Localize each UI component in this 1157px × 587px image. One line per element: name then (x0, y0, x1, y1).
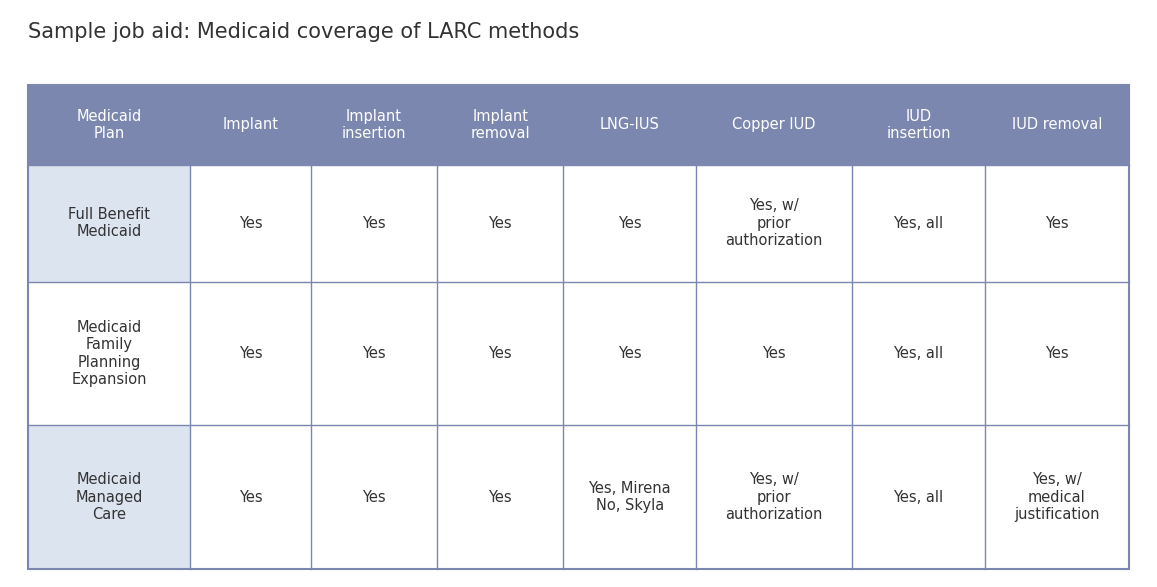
Text: Yes: Yes (238, 216, 263, 231)
Bar (28, 165, 191, 282)
Bar (28, 85, 191, 165)
Bar (853, 282, 985, 426)
Text: Yes: Yes (488, 490, 513, 505)
Text: Yes, all: Yes, all (893, 490, 943, 505)
Bar (853, 426, 985, 569)
Bar (563, 282, 695, 426)
Text: Copper IUD: Copper IUD (732, 117, 816, 133)
Text: Yes: Yes (762, 346, 786, 361)
Text: Full Benefit
Medicaid: Full Benefit Medicaid (68, 207, 150, 239)
Text: Sample job aid: Medicaid coverage of LARC methods: Sample job aid: Medicaid coverage of LAR… (28, 22, 580, 42)
Text: IUD
insertion: IUD insertion (886, 109, 951, 141)
Text: Yes: Yes (618, 216, 641, 231)
Bar (695, 282, 853, 426)
Bar (563, 85, 695, 165)
Bar (437, 165, 563, 282)
Text: Yes, Mirena
No, Skyla: Yes, Mirena No, Skyla (588, 481, 671, 514)
Text: Yes, all: Yes, all (893, 346, 943, 361)
Text: Yes: Yes (362, 346, 385, 361)
Text: Yes, w/
medical
justification: Yes, w/ medical justification (1014, 473, 1099, 522)
Text: Medicaid
Managed
Care: Medicaid Managed Care (75, 473, 143, 522)
Text: Yes: Yes (488, 216, 513, 231)
Bar (985, 282, 1129, 426)
Bar (28, 85, 1129, 569)
Text: Yes, w/
prior
authorization: Yes, w/ prior authorization (725, 473, 823, 522)
Bar (191, 426, 311, 569)
Text: LNG-IUS: LNG-IUS (599, 117, 659, 133)
Bar (985, 165, 1129, 282)
Text: Yes: Yes (1045, 346, 1069, 361)
Text: Medicaid
Family
Planning
Expansion: Medicaid Family Planning Expansion (72, 320, 147, 387)
Bar (985, 426, 1129, 569)
Bar (853, 165, 985, 282)
Bar (853, 85, 985, 165)
Bar (311, 165, 437, 282)
Text: Yes: Yes (618, 346, 641, 361)
Bar (437, 282, 563, 426)
Bar (311, 85, 437, 165)
Bar (28, 426, 191, 569)
Text: Yes: Yes (238, 346, 263, 361)
Text: IUD removal: IUD removal (1011, 117, 1101, 133)
Text: Yes, w/
prior
authorization: Yes, w/ prior authorization (725, 198, 823, 248)
Text: Implant
insertion: Implant insertion (341, 109, 406, 141)
Bar (695, 426, 853, 569)
Text: Yes: Yes (238, 490, 263, 505)
Bar (437, 426, 563, 569)
Text: Yes, all: Yes, all (893, 216, 943, 231)
Bar (191, 282, 311, 426)
Bar (695, 165, 853, 282)
Text: Yes: Yes (488, 346, 513, 361)
Bar (563, 426, 695, 569)
Text: Implant: Implant (222, 117, 279, 133)
Bar (563, 165, 695, 282)
Bar (191, 165, 311, 282)
Bar (311, 282, 437, 426)
Bar (28, 282, 191, 426)
Text: Implant
removal: Implant removal (471, 109, 530, 141)
Bar (985, 85, 1129, 165)
Bar (695, 85, 853, 165)
Text: Medicaid
Plan: Medicaid Plan (76, 109, 142, 141)
Bar (437, 85, 563, 165)
Bar (311, 426, 437, 569)
Bar (191, 85, 311, 165)
Text: Yes: Yes (362, 490, 385, 505)
Text: Yes: Yes (1045, 216, 1069, 231)
Text: Yes: Yes (362, 216, 385, 231)
